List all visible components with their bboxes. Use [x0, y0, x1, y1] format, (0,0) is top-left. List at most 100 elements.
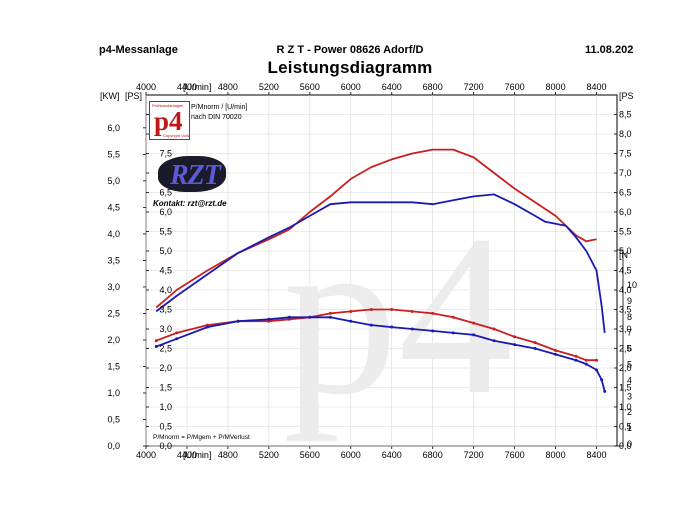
logo-subtext: Prüfstandanlagen — [152, 103, 184, 108]
y-left-ps-tick-label: 3,5 — [159, 305, 172, 315]
data-point — [574, 354, 578, 358]
data-point — [410, 327, 414, 331]
x-tick-label: 5600 — [300, 450, 320, 460]
x-tick-label: 4000 — [136, 450, 156, 460]
y-right-nm-tick-label: 5 — [627, 360, 632, 370]
header-date: 11.08.202 — [585, 44, 634, 56]
y-right-nm-tick-label: 8 — [627, 312, 632, 322]
y-left-kw-unit: [KW] — [100, 91, 120, 101]
data-point — [267, 317, 271, 321]
data-point — [451, 315, 455, 319]
y-right-ps-tick-label: 0,0 — [619, 441, 632, 451]
data-point — [595, 358, 599, 362]
y-right-ps-tick-label: 4,0 — [619, 285, 632, 295]
y-right-ps-tick-label: 3,5 — [619, 305, 632, 315]
footnote: P/Mnorm = P/Mgem + P/MVerlust — [153, 434, 250, 441]
y-right-ps-tick-label: 6,0 — [619, 207, 632, 217]
legend-line-1: P/Mnorm / [U/min] — [191, 104, 248, 111]
y-left-ps-tick-label: 3,0 — [159, 324, 172, 334]
y-right-ps-tick-label: 8,5 — [619, 110, 632, 120]
y-left-ps-tick-label: 0,0 — [159, 441, 172, 451]
series-line-torque-3 — [155, 316, 606, 392]
y-left-ps-tick-label: 7,5 — [159, 149, 172, 159]
x-tick-label-top: 4800 — [218, 82, 238, 92]
x-tick-label: 4800 — [218, 450, 238, 460]
y-left-kw-tick-label: 1,5 — [107, 361, 120, 371]
x-tick-label-top: 6000 — [341, 82, 361, 92]
data-point — [349, 319, 353, 323]
legend-line-2: nach DIN 70020 — [191, 114, 242, 121]
data-point — [308, 315, 312, 319]
right-nm-axis-frame — [616, 249, 624, 447]
x-tick-label: 8400 — [587, 450, 607, 460]
y-right-nm-tick-label: 0 — [627, 439, 632, 449]
data-point — [154, 339, 158, 343]
y-left-kw-tick-label: 2,0 — [107, 335, 120, 345]
logo-text: p4 — [154, 106, 183, 136]
y-left-ps-tick-label: 4,0 — [159, 285, 172, 295]
y-right-nm-tick-label: 3 — [627, 391, 632, 401]
y-right-nm-unit: [N — [619, 250, 628, 260]
y-left-kw-tick-label: 5,0 — [107, 176, 120, 186]
y-left-kw-tick-label: 4,0 — [107, 229, 120, 239]
data-point — [513, 335, 517, 339]
x-tick-label-top: 8400 — [587, 82, 607, 92]
y-left-ps-tick-label: 0,5 — [159, 422, 172, 432]
y-left-ps-tick-label: 1,0 — [159, 402, 172, 412]
data-point — [328, 315, 332, 319]
data-point — [472, 333, 476, 337]
y-right-ps-unit: [PS — [619, 91, 634, 101]
y-left-kw-tick-label: 3,5 — [107, 255, 120, 265]
y-right-ps-tick-label: 1,0 — [619, 402, 632, 412]
y-right-ps-tick-label: 1,5 — [619, 383, 632, 393]
data-point — [554, 352, 558, 356]
data-point — [533, 341, 537, 345]
y-left-kw-tick-label: 3,0 — [107, 282, 120, 292]
y-right-nm-tick-label: 10 — [627, 280, 637, 290]
data-point — [431, 311, 435, 315]
data-point — [492, 327, 496, 331]
data-point — [410, 309, 414, 313]
y-left-kw-tick-label: 0,0 — [107, 441, 120, 451]
y-left-ps-unit: [PS] — [125, 91, 142, 101]
data-point — [584, 362, 588, 366]
series-line-torque-2 — [155, 308, 597, 362]
data-point — [431, 329, 435, 333]
x-tick-label: 6800 — [423, 450, 443, 460]
chart-title: Leistungsdiagramm — [267, 58, 433, 77]
y-right-ps-tick-label: 6,5 — [619, 188, 632, 198]
y-left-ps-tick-label: 2,5 — [159, 344, 172, 354]
y-left-ps-tick-label: 2,0 — [159, 363, 172, 373]
y-left-ps-tick-label: 5,5 — [159, 227, 172, 237]
data-point — [287, 315, 291, 319]
y-left-ps-tick-label: 1,5 — [159, 383, 172, 393]
x-tick-label-top: 6400 — [382, 82, 402, 92]
data-point — [369, 323, 373, 327]
data-point — [451, 331, 455, 335]
data-point — [595, 368, 599, 372]
rzt-logo-text: RZT — [170, 160, 221, 191]
data-point — [349, 309, 353, 313]
y-right-ps-tick-label: 3,0 — [619, 324, 632, 334]
y-right-ps-tick-label: 5,0 — [619, 246, 632, 256]
data-point — [600, 378, 604, 382]
series-group — [154, 148, 607, 393]
data-point — [472, 321, 476, 325]
x-unit-label: [U/min] — [183, 450, 212, 460]
series-line-power-1 — [155, 193, 606, 334]
x-tick-label-top: 4000 — [136, 82, 156, 92]
data-point — [584, 358, 588, 362]
y-right-ps-tick-label: 7,5 — [619, 149, 632, 159]
y-left-ps-tick-label: 4,5 — [159, 266, 172, 276]
p4-logo: Prüfstandanlagen p4 Copyright Voltz — [149, 101, 190, 140]
x-tick-label: 6000 — [341, 450, 361, 460]
grid — [143, 92, 617, 449]
x-tick-label: 4400 — [177, 450, 197, 460]
data-point — [236, 319, 240, 323]
legend-block: P/Mnorm / [U/min] nach DIN 70020 — [191, 103, 247, 123]
header-center: R Z T - Power 08626 Adorf/D — [276, 44, 424, 56]
data-point — [513, 343, 517, 347]
data-point — [574, 358, 578, 362]
y-left-kw-tick-label: 2,5 — [107, 308, 120, 318]
y-right-ps-tick-label: 8,0 — [619, 129, 632, 139]
